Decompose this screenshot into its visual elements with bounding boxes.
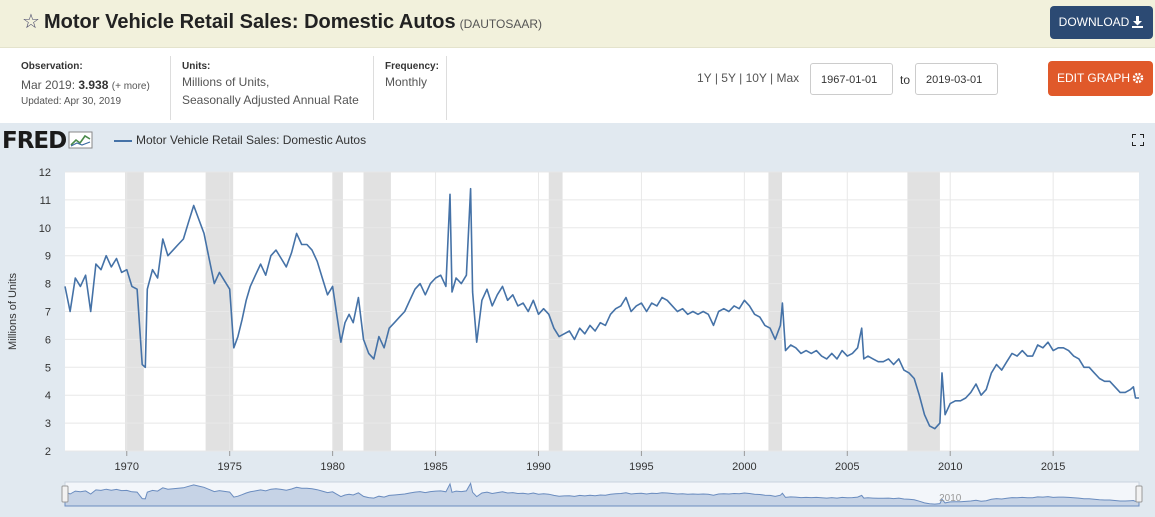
legend-label: Motor Vehicle Retail Sales: Domestic Aut… <box>136 133 367 147</box>
y-axis-label: Millions of Units <box>7 272 19 350</box>
star-outline-icon[interactable]: ☆ <box>22 11 40 33</box>
x-tick-label: 1975 <box>217 461 241 473</box>
navigator-year-label: 2010 <box>939 493 962 504</box>
navigator-series <box>64 482 1140 507</box>
title-bar: ☆ Motor Vehicle Retail Sales: Domestic A… <box>0 0 1155 48</box>
end-date-input[interactable]: 2019-03-01 <box>915 63 998 95</box>
range-5y-link[interactable]: 5Y <box>721 71 736 85</box>
series-id: (DAUTOSAAR) <box>459 17 543 31</box>
download-icon <box>1132 16 1144 28</box>
fred-logo: FRED <box>2 128 94 154</box>
y-tick-label: 3 <box>45 418 51 430</box>
download-label: DOWNLOAD <box>1058 15 1130 29</box>
range-separator: | <box>714 71 718 85</box>
range-1y-link[interactable]: 1Y <box>697 71 712 85</box>
navigator-handle[interactable] <box>1135 485 1143 503</box>
line-chart: 2 3 4 5 6 7 8 9 10 11 12 1970 1975 1980 1985 1990 1995 20… <box>7 167 1143 507</box>
start-date-input[interactable]: 1967-01-01 <box>810 63 893 95</box>
x-tick-label: 2000 <box>732 461 756 473</box>
units-line2: Seasonally Adjusted Annual Rate <box>182 93 359 107</box>
x-tick-label: 1995 <box>629 461 653 473</box>
data-series-line <box>64 187 1139 430</box>
range-separator: | <box>770 71 774 85</box>
observation-label: Observation: <box>21 61 83 72</box>
units-line1: Millions of Units, <box>182 75 270 89</box>
units-label: Units: <box>182 61 211 72</box>
page-title: Motor Vehicle Retail Sales: Domestic Aut… <box>44 11 542 34</box>
y-tick-label: 10 <box>39 223 51 235</box>
frequency-label: Frequency: <box>385 61 439 72</box>
navigator-handle[interactable] <box>61 485 69 503</box>
y-tick-label: 6 <box>45 334 51 346</box>
y-tick-label: 9 <box>45 251 51 263</box>
fullscreen-icon[interactable] <box>1132 134 1144 146</box>
divider <box>373 56 374 120</box>
fred-chart-icon <box>68 131 93 149</box>
range-10y-link[interactable]: 10Y <box>745 71 767 85</box>
fred-logo-text: FRED <box>2 128 67 154</box>
x-tick-label: 1990 <box>526 461 550 473</box>
x-tick-label: 2015 <box>1041 461 1065 473</box>
y-tick-label: 5 <box>45 362 51 374</box>
edit-graph-button[interactable]: EDIT GRAPH <box>1048 61 1153 96</box>
y-tick-label: 7 <box>45 307 51 319</box>
observation-date: Mar 2019: <box>21 78 76 92</box>
y-tick-label: 12 <box>39 167 51 179</box>
divider <box>446 56 447 120</box>
legend-line-swatch <box>114 140 132 142</box>
x-tick-label: 2010 <box>938 461 962 473</box>
observation-line: Mar 2019: 3.938 (+ more) <box>21 78 150 92</box>
x-tick-label: 1985 <box>423 461 447 473</box>
to-label: to <box>900 73 911 87</box>
y-tick-label: 11 <box>40 195 51 207</box>
observation-value: 3.938 <box>78 78 109 92</box>
x-tick-label: 2005 <box>835 461 859 473</box>
y-tick-label: 4 <box>45 390 51 402</box>
observation-more-link[interactable]: (+ more) <box>111 81 150 92</box>
range-separator: | <box>739 71 743 85</box>
range-links: 1Y | 5Y | 10Y | Max <box>697 71 799 85</box>
y-tick-label: 2 <box>45 446 51 458</box>
x-tick-label: 1970 <box>115 461 139 473</box>
frequency-value: Monthly <box>385 75 428 89</box>
series-title: Motor Vehicle Retail Sales: Domestic Aut… <box>44 11 456 33</box>
updated-date: Updated: Apr 30, 2019 <box>21 96 122 107</box>
gear-icon <box>1132 72 1144 84</box>
x-tick-label: 1980 <box>320 461 344 473</box>
divider <box>170 56 171 120</box>
range-max-link[interactable]: Max <box>776 71 800 85</box>
y-tick-label: 8 <box>45 279 51 291</box>
edit-graph-label: EDIT GRAPH <box>1056 71 1131 85</box>
download-button[interactable]: DOWNLOAD <box>1050 6 1153 39</box>
